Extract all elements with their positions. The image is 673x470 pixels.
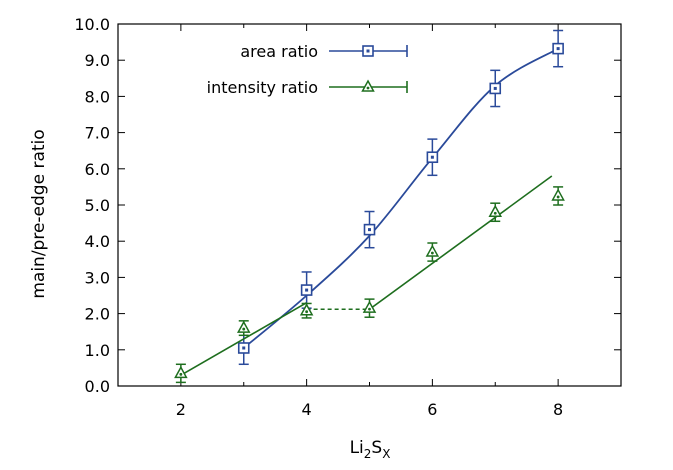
x-axis-label: Li2SX <box>350 438 391 461</box>
intensity-ratio-point <box>236 320 251 333</box>
legend-marker-dot <box>366 86 370 90</box>
x-axis-label-sub1: 2 <box>364 447 372 461</box>
legend-marker <box>361 79 375 92</box>
y-tick-label: 0.0 <box>85 377 110 396</box>
intensity-ratio-point-dot <box>556 195 560 199</box>
intensity-ratio-fit-line <box>180 302 308 376</box>
intensity-ratio-point <box>362 300 377 313</box>
y-tick-label: 1.0 <box>85 341 110 360</box>
area-ratio-point-dot <box>556 47 560 51</box>
x-tick-label: 2 <box>176 400 186 419</box>
intensity-ratio-point <box>299 303 314 316</box>
area-ratio-point-dot <box>368 228 371 232</box>
y-tick-label: 5.0 <box>85 196 110 215</box>
area-ratio-point-dot <box>493 86 497 90</box>
x-tick-label: 8 <box>553 400 563 419</box>
y-tick-label: 6.0 <box>85 160 110 179</box>
legend-label: area ratio <box>240 42 318 61</box>
area-ratio-point-dot <box>305 288 309 292</box>
x-tick-label: 6 <box>427 400 437 419</box>
x-axis-label-mid: S <box>371 438 382 458</box>
intensity-ratio-point <box>551 188 565 201</box>
y-tick-label: 3.0 <box>85 268 110 287</box>
intensity-ratio-point-dot <box>179 372 183 376</box>
area-ratio-point-dot <box>430 155 434 159</box>
y-tick-label: 9.0 <box>85 51 110 70</box>
series-area-ratio <box>237 29 564 366</box>
y-tick-label: 4.0 <box>85 232 110 251</box>
y-tick-label: 10.0 <box>74 15 110 34</box>
intensity-ratio-fit-line <box>369 175 553 310</box>
intensity-ratio-point-dot <box>493 211 497 215</box>
series-layer <box>174 29 565 384</box>
y-axis-label: main/pre-edge ratio <box>29 129 49 298</box>
intensity-ratio-point-dot <box>242 327 246 331</box>
legend: area ratio intensity ratio <box>207 42 408 97</box>
legend-entry: intensity ratio <box>207 78 408 97</box>
series-intensity-ratio <box>174 175 565 384</box>
y-tick-label: 2.0 <box>85 305 110 324</box>
legend-label: intensity ratio <box>207 78 318 97</box>
legend-entry: area ratio <box>240 42 408 61</box>
axis-ticks: 0.0 1.0 2.0 3.0 4.0 5.0 6.0 7.0 8.0 9.0 10.0 2 4 6 8 <box>74 15 621 419</box>
intensity-ratio-point-dot <box>430 251 434 255</box>
y-tick-label: 8.0 <box>85 87 110 106</box>
plot-border <box>117 23 622 387</box>
area-ratio-point-dot <box>242 346 246 350</box>
intensity-ratio-point-dot <box>305 310 309 314</box>
intensity-ratio-point-dot <box>368 307 371 311</box>
x-axis-label-main: Li <box>350 438 364 458</box>
legend-marker-dot <box>366 49 370 53</box>
intensity-ratio-point <box>488 204 503 217</box>
x-axis-label-sub2: X <box>382 447 390 461</box>
plot-frame <box>117 23 622 387</box>
x-tick-label: 4 <box>302 400 312 419</box>
intensity-ratio-point <box>174 365 188 379</box>
y-tick-label: 7.0 <box>85 124 110 143</box>
intensity-ratio-point <box>425 244 440 257</box>
